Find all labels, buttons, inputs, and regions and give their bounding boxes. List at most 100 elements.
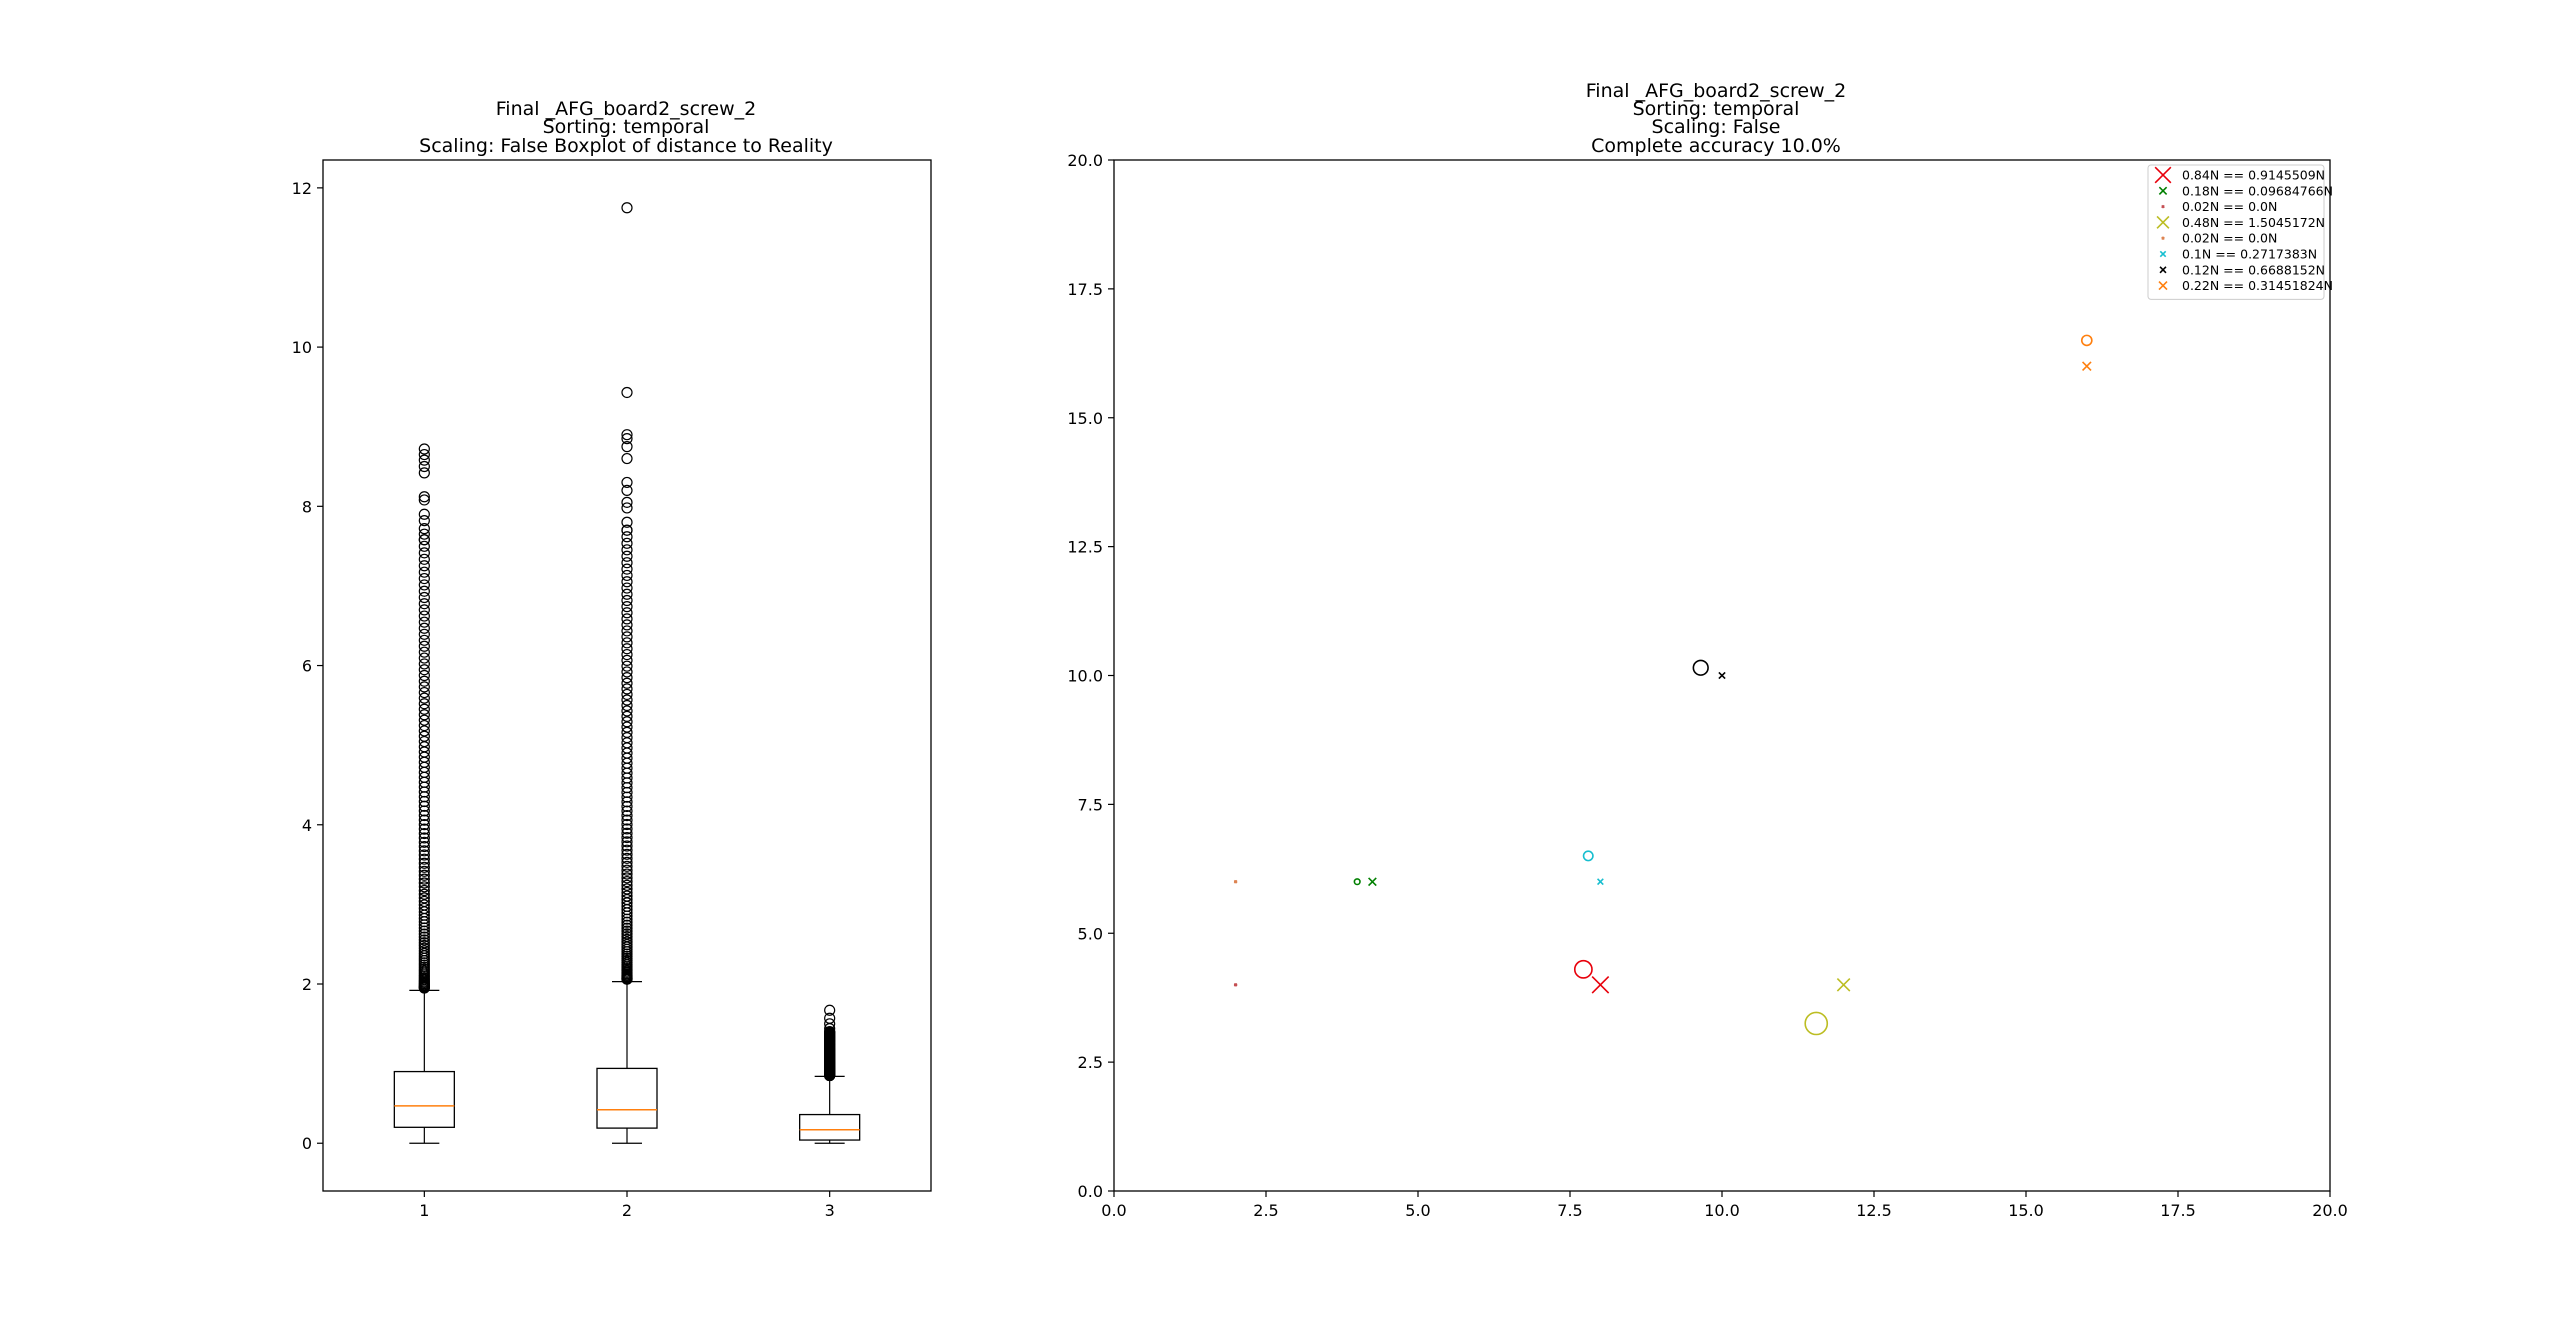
outlier-point bbox=[621, 831, 633, 844]
outlier-point bbox=[621, 840, 633, 852]
outlier-point bbox=[418, 892, 430, 904]
scatter-y-tick-label: 2.5 bbox=[1078, 1053, 1103, 1072]
outlier-point bbox=[418, 686, 430, 699]
predicted-marker bbox=[1233, 880, 1238, 884]
scatter-points bbox=[1233, 334, 2093, 1036]
outlier-point bbox=[621, 886, 633, 899]
boxplot-y-tick-label: 4 bbox=[302, 816, 312, 835]
boxplot-y-ticks: 0 2 4 6 8 10 12 bbox=[292, 179, 323, 1153]
outlier-point bbox=[621, 879, 633, 891]
outlier-point bbox=[621, 643, 633, 655]
outlier-point bbox=[418, 814, 430, 826]
outlier-point bbox=[418, 572, 430, 585]
outlier-point bbox=[621, 677, 633, 689]
outlier-point bbox=[621, 710, 633, 722]
outlier-point bbox=[418, 547, 430, 559]
outlier-point bbox=[418, 823, 430, 835]
outlier-point bbox=[621, 860, 633, 872]
outlier-point bbox=[621, 654, 633, 666]
outlier-point bbox=[418, 853, 430, 865]
scatter-series bbox=[1573, 959, 1610, 994]
truth-marker bbox=[1591, 975, 1610, 994]
scatter-x-tick-label: 0.0 bbox=[1101, 1201, 1126, 1220]
outlier-point bbox=[621, 683, 633, 695]
outlier-point bbox=[418, 467, 430, 479]
outlier-point bbox=[418, 714, 430, 726]
outlier-point bbox=[621, 872, 633, 884]
scatter-x-tick-label: 5.0 bbox=[1405, 1201, 1430, 1220]
outlier-point bbox=[621, 563, 633, 575]
outlier-point bbox=[621, 569, 633, 582]
scatter-series bbox=[1233, 879, 1238, 884]
outlier-point bbox=[621, 588, 633, 600]
outlier-point bbox=[824, 1004, 836, 1016]
truth-marker bbox=[1596, 878, 1604, 886]
outlier-point bbox=[824, 1026, 836, 1038]
outlier-point bbox=[621, 922, 633, 934]
legend-label: 0.48N == 1.5045172N bbox=[2182, 215, 2325, 230]
outlier-point bbox=[621, 386, 633, 399]
outlier-point bbox=[418, 443, 430, 455]
outlier-point bbox=[621, 648, 633, 661]
outlier-point bbox=[418, 634, 430, 646]
outlier-point bbox=[418, 591, 430, 604]
outlier-point bbox=[418, 832, 430, 844]
scatter-x-tick-label: 7.5 bbox=[1557, 1201, 1582, 1220]
outlier-point bbox=[418, 840, 430, 853]
outlier-point bbox=[418, 709, 430, 721]
outlier-point bbox=[418, 881, 430, 893]
legend-label: 0.84N == 0.9145509N bbox=[2182, 168, 2325, 183]
outlier-point bbox=[418, 675, 430, 687]
outlier-point bbox=[621, 827, 633, 839]
outlier-point bbox=[418, 515, 430, 527]
outlier-point bbox=[621, 613, 633, 625]
outlier-point bbox=[621, 672, 633, 684]
legend-label: 0.02N == 0.0N bbox=[2182, 199, 2277, 214]
outlier-point bbox=[418, 669, 430, 682]
scatter-series bbox=[1804, 977, 1851, 1036]
outlier-point bbox=[621, 919, 633, 931]
outlier-point bbox=[418, 540, 430, 552]
outlier-point bbox=[621, 496, 633, 508]
truth-marker bbox=[2082, 361, 2092, 371]
boxplot-axes: Final _AFG_board2_screw_2 Sorting: tempo… bbox=[292, 98, 932, 1220]
outlier-point bbox=[621, 502, 633, 514]
scatter-series bbox=[1233, 982, 1238, 987]
boxplot-y-tick-label: 10 bbox=[292, 338, 312, 357]
outlier-point bbox=[621, 805, 633, 817]
outlier-point bbox=[621, 800, 633, 813]
outlier-point bbox=[621, 836, 633, 848]
outlier-point bbox=[418, 877, 430, 889]
scatter-axes: Final _AFG_board2_screw_2 Sorting: tempo… bbox=[1067, 80, 2347, 1220]
outlier-point bbox=[621, 476, 633, 489]
boxplot-y-tick-label: 8 bbox=[302, 497, 312, 516]
outlier-point bbox=[418, 805, 430, 817]
scatter-y-ticks: 0.0 2.5 5.0 7.5 10.0 12.5 15.0 17.5 20.0 bbox=[1067, 151, 1114, 1201]
outlier-point bbox=[418, 861, 430, 873]
outlier-point bbox=[418, 934, 430, 946]
boxplot-y-tick-label: 12 bbox=[292, 179, 312, 198]
outlier-point bbox=[418, 937, 430, 949]
outlier-point bbox=[418, 460, 430, 473]
outlier-point bbox=[418, 899, 430, 911]
outlier-point bbox=[418, 454, 430, 466]
outlier-point bbox=[418, 610, 430, 622]
outlier-point bbox=[418, 884, 430, 897]
box-outliers bbox=[621, 202, 633, 985]
scatter-x-tick-label: 20.0 bbox=[2312, 1201, 2348, 1220]
scatter-y-tick-label: 17.5 bbox=[1067, 280, 1103, 299]
outlier-point bbox=[418, 692, 430, 704]
outlier-point bbox=[621, 796, 633, 808]
outlier-point bbox=[418, 658, 430, 670]
outlier-point bbox=[418, 888, 430, 900]
legend-marker bbox=[2154, 166, 2172, 184]
outlier-point bbox=[418, 616, 430, 628]
box-2 bbox=[596, 202, 658, 1144]
outlier-point bbox=[621, 666, 633, 678]
outlier-point bbox=[418, 448, 430, 461]
outlier-point bbox=[418, 703, 430, 715]
legend-label: 0.1N == 0.2717383N bbox=[2182, 247, 2317, 262]
box-1 bbox=[393, 443, 455, 1144]
scatter-x-tick-label: 12.5 bbox=[1856, 1201, 1892, 1220]
